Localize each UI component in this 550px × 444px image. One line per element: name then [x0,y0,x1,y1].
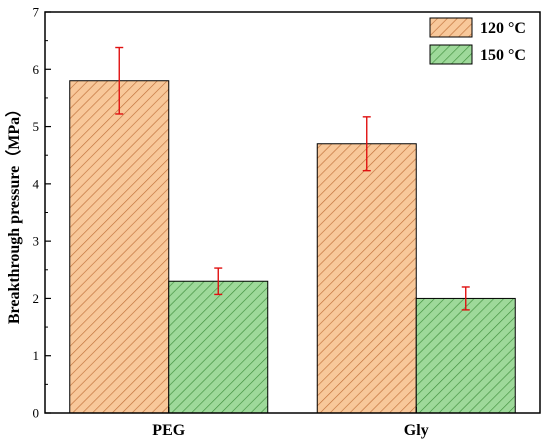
error-bar-peg-series-1 [115,46,124,115]
error-bar-peg-series-2 [214,267,223,296]
error-bar-gly-series-1 [362,116,371,172]
y-tick-label: 2 [33,291,40,306]
y-tick-label: 5 [33,119,40,134]
legend: 120 °C 150 °C [429,17,526,65]
y-tick-label: 3 [33,234,40,249]
legend-swatch-series-1 [429,17,473,38]
bars-group [69,80,516,414]
y-tick-label: 1 [33,348,40,363]
x-category-label: PEG [152,422,185,439]
x-category-label: Gly [404,422,429,439]
error-bar-gly-series-2 [461,286,470,311]
y-tick-label: 0 [33,406,40,421]
y-tick-label: 4 [33,176,40,191]
bar-peg-series-2 [168,280,269,414]
legend-label-series-1: 120 °C [480,20,526,37]
y-tick-label: 7 [33,5,40,20]
legend-label-series-2: 150 °C [480,47,526,64]
y-axis: 0 1 2 3 4 5 6 7 [33,5,51,421]
bar-gly-series-2 [415,297,516,414]
error-bars-group [115,46,470,311]
y-axis-label: Breakthrough pressure（MPa） [5,101,23,324]
bar-gly-series-1 [316,143,417,414]
bar-peg-series-1 [69,80,170,414]
x-axis: PEG Gly [152,407,429,439]
legend-swatch-series-2 [429,44,473,65]
y-tick-label: 6 [33,62,40,77]
